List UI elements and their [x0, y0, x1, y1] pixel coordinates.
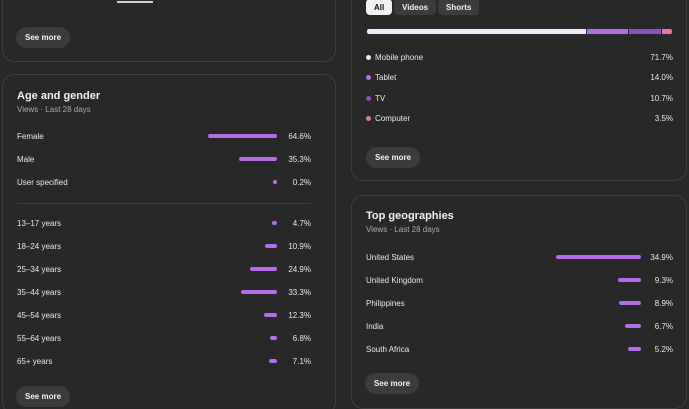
gender-value: 35.3%	[288, 154, 311, 164]
age-bar	[241, 290, 277, 294]
gender-value: 64.6%	[288, 131, 311, 141]
age-row: 45–54 years 12.3%	[17, 308, 311, 322]
geo-row: United States 34.9%	[366, 250, 673, 264]
age-value: 7.1%	[292, 356, 311, 366]
gender-bar	[239, 157, 277, 161]
device-value: 3.5%	[654, 114, 673, 123]
see-more-button-geo[interactable]: See more	[365, 373, 420, 394]
geo-bar	[619, 301, 641, 305]
device-segment-tv	[628, 29, 661, 34]
gender-label: Female	[17, 131, 44, 141]
tab-videos[interactable]: Videos	[394, 0, 437, 15]
scroll-indicator	[117, 1, 153, 3]
device-value: 10.7%	[650, 93, 673, 103]
age-label: 18–24 years	[17, 241, 62, 251]
geo-row: United Kingdom 9.3%	[366, 273, 673, 287]
age-label: 65+ years	[17, 356, 53, 366]
device-label: Tablet	[375, 73, 397, 82]
age-value: 4.7%	[292, 218, 311, 228]
age-row: 55–64 years 6.8%	[17, 331, 311, 345]
device-row: Computer 3.5%	[366, 112, 673, 126]
device-tabs: All Videos Shorts	[366, 0, 566, 17]
age-value: 6.8%	[292, 333, 311, 343]
age-label: 45–54 years	[17, 310, 62, 320]
gender-row: User specified 0.2%	[17, 175, 311, 189]
legend-dot-icon	[366, 54, 371, 60]
divider	[17, 203, 311, 204]
device-row: Mobile phone 71.7%	[366, 50, 673, 64]
gender-row: Female 64.6%	[17, 129, 311, 143]
gender-row: Male 35.3%	[17, 152, 311, 166]
age-bar	[263, 313, 277, 317]
age-label: 55–64 years	[17, 333, 62, 343]
gender-bar	[273, 180, 277, 184]
age-value: 24.9%	[288, 264, 311, 274]
geo-value: 9.3%	[654, 275, 673, 285]
age-gender-title: Age and gender	[17, 90, 101, 102]
gender-bar	[208, 134, 277, 138]
device-value: 71.7%	[650, 52, 673, 62]
legend-dot-icon	[366, 116, 371, 121]
see-more-button-top[interactable]: See more	[16, 27, 71, 48]
age-gender-card: Age and gender Views · Last 28 days Fema…	[2, 74, 336, 409]
device-label: TV	[375, 93, 386, 103]
geo-row: Philippines 8.9%	[366, 296, 673, 310]
top-left-card: See more	[2, 0, 336, 62]
geo-bar	[618, 278, 641, 282]
device-label: Computer	[375, 114, 411, 123]
device-row: TV 10.7%	[366, 91, 673, 105]
see-more-button-age[interactable]: See more	[16, 386, 71, 407]
age-row: 35–44 years 33.3%	[17, 285, 311, 299]
tab-all[interactable]: All	[366, 0, 393, 15]
age-bar	[269, 359, 277, 363]
geo-label: Philippines	[366, 298, 405, 308]
age-bar	[269, 336, 277, 340]
geographies-title: Top geographies	[366, 210, 454, 222]
tab-shorts[interactable]: Shorts	[438, 0, 480, 15]
age-bar	[250, 267, 277, 271]
geo-bar	[624, 324, 641, 328]
device-type-card: All Videos Shorts Mobile phone 71.7% Tablet 1…	[351, 0, 687, 181]
age-row: 13–17 years 4.7%	[17, 216, 311, 230]
age-value: 33.3%	[288, 287, 311, 297]
geo-label: United States	[366, 252, 415, 262]
age-label: 25–34 years	[17, 264, 62, 274]
geo-value: 34.9%	[650, 252, 673, 262]
age-bar	[265, 244, 277, 248]
see-more-button-device[interactable]: See more	[366, 147, 421, 168]
geographies-card: Top geographies Views · Last 28 days Uni…	[351, 195, 687, 409]
gender-value: 0.2%	[292, 177, 311, 187]
device-stacked-bar	[366, 28, 673, 35]
geo-label: India	[366, 321, 384, 331]
geo-label: United Kingdom	[366, 275, 423, 285]
geo-row: India 6.7%	[366, 319, 673, 333]
geo-value: 6.7%	[654, 321, 673, 331]
gender-label: Male	[17, 154, 35, 164]
device-label: Mobile phone	[375, 52, 424, 62]
geo-value: 8.9%	[654, 298, 673, 308]
device-value: 14.0%	[650, 73, 673, 82]
geographies-subtitle: Views · Last 28 days	[366, 225, 440, 234]
age-bar	[271, 221, 277, 225]
age-row: 65+ years 7.1%	[17, 354, 311, 368]
age-value: 10.9%	[288, 241, 311, 251]
legend-dot-icon	[366, 75, 371, 80]
device-segment-tablet	[585, 29, 629, 34]
age-label: 13–17 years	[17, 218, 62, 228]
geo-row: South Africa 5.2%	[366, 342, 673, 356]
legend-dot-icon	[366, 95, 371, 101]
age-value: 12.3%	[288, 310, 311, 320]
age-gender-subtitle: Views · Last 28 days	[17, 105, 91, 114]
age-label: 35–44 years	[17, 287, 62, 297]
gender-label: User specified	[17, 177, 68, 187]
device-segment-computer	[660, 29, 672, 34]
age-row: 25–34 years 24.9%	[17, 262, 311, 276]
geo-value: 5.2%	[654, 344, 673, 354]
device-row: Tablet 14.0%	[366, 71, 673, 85]
geo-bar	[628, 347, 641, 351]
device-segment-mobile-phone	[367, 29, 586, 34]
geo-bar	[556, 255, 641, 259]
age-row: 18–24 years 10.9%	[17, 239, 311, 253]
geo-label: South Africa	[366, 344, 410, 354]
